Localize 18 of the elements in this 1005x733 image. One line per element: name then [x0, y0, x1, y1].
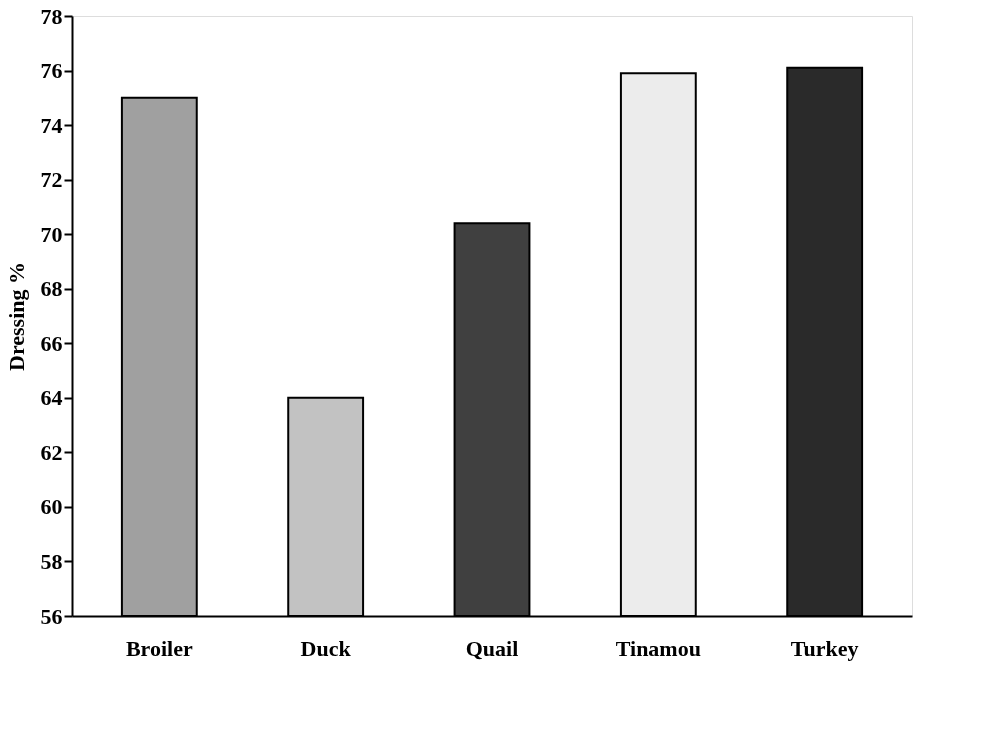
- y-tick-label: 56: [40, 603, 63, 629]
- y-tick-label: 78: [40, 3, 63, 29]
- y-tick-label: 58: [40, 548, 63, 574]
- y-tick-label: 74: [40, 112, 63, 138]
- y-tick-label: 72: [40, 167, 63, 193]
- y-tick-label: 60: [40, 494, 63, 520]
- y-tick-label: 70: [40, 221, 63, 247]
- y-tick-label: 62: [40, 439, 63, 465]
- x-tick-label: Tinamou: [615, 635, 701, 661]
- y-tick-label: 64: [40, 385, 63, 411]
- x-tick-label: Duck: [300, 635, 352, 661]
- x-tick-label: Turkey: [790, 635, 859, 661]
- x-tick-label: Quail: [465, 635, 519, 661]
- x-tick-label: Broiler: [125, 635, 193, 661]
- y-tick-label: 66: [40, 330, 63, 356]
- y-tick-label: 68: [40, 276, 63, 302]
- y-tick-label: 76: [40, 58, 63, 84]
- y-axis-title: Dressing %: [3, 262, 29, 371]
